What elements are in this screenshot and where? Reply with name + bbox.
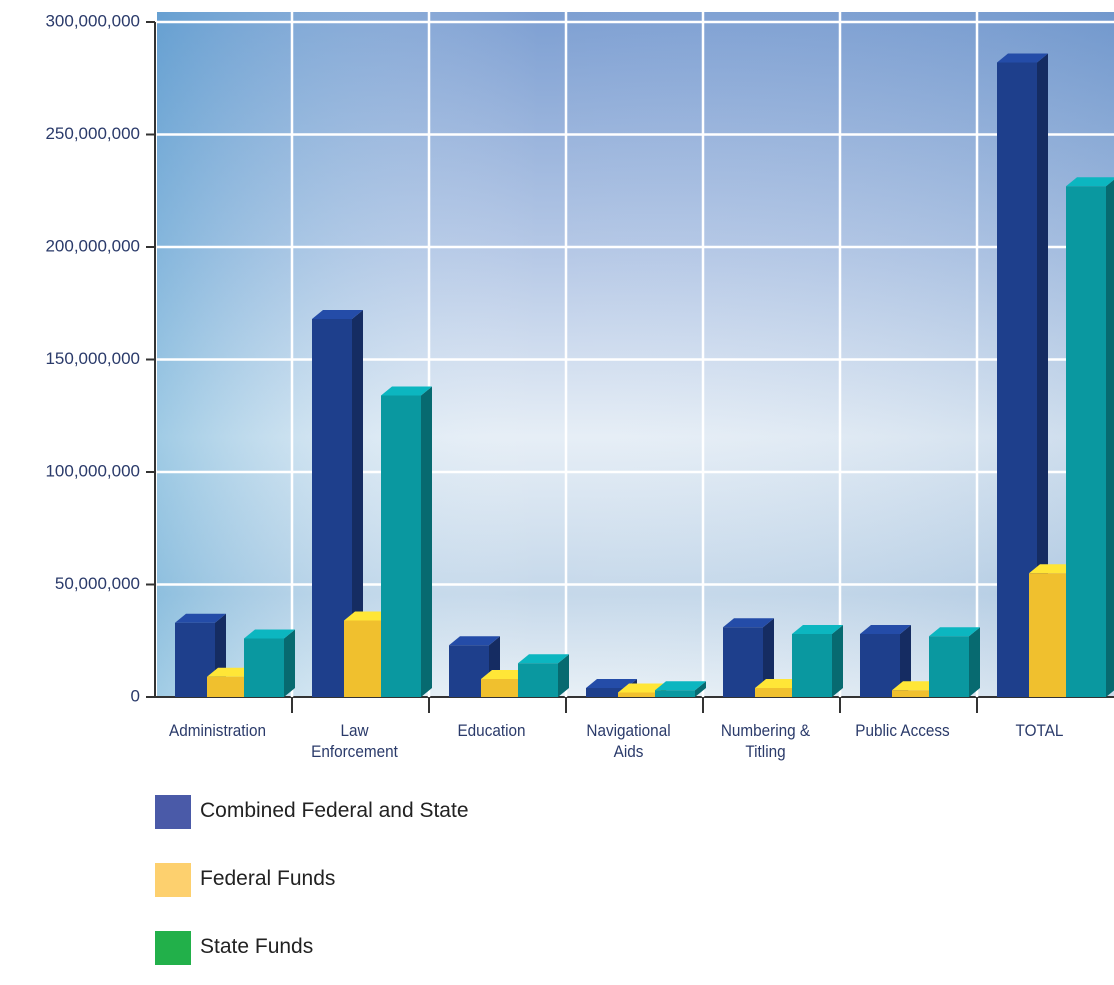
x-tick-label: Numbering & Titling	[720, 721, 811, 761]
bar-side	[900, 625, 911, 697]
bar-top	[449, 636, 500, 646]
bar-side	[695, 681, 706, 697]
bar-top	[381, 386, 432, 396]
y-tick-label: 0	[131, 686, 140, 705]
x-tick-label: Law Enforcement	[311, 721, 398, 761]
bar-top	[312, 310, 363, 319]
y-tick-label: 50,000,000	[55, 574, 140, 593]
bar	[655, 690, 695, 697]
bar	[755, 688, 795, 697]
plot-shade	[157, 12, 1114, 697]
bar-top	[929, 627, 980, 637]
bar-top	[244, 629, 295, 639]
bar-side	[969, 627, 980, 697]
legend-swatch	[155, 931, 191, 965]
bar	[344, 620, 384, 697]
bar-top	[655, 681, 706, 691]
bar-side	[284, 629, 295, 697]
bar	[860, 634, 900, 697]
bar-top	[1066, 177, 1114, 187]
legend-label: State Funds	[200, 935, 314, 958]
bar	[481, 679, 521, 697]
bar	[381, 395, 421, 697]
bar-side	[421, 386, 432, 697]
bar-side	[763, 618, 774, 697]
bar-side	[558, 654, 569, 697]
x-tick-label: TOTAL	[1015, 721, 1064, 740]
bar	[518, 663, 558, 697]
bar-side	[832, 625, 843, 697]
legend-swatch	[155, 863, 191, 897]
bar-top	[997, 53, 1048, 63]
bar	[244, 638, 284, 697]
bar	[618, 692, 658, 697]
y-tick-label: 100,000,000	[45, 461, 140, 480]
bar-top	[175, 613, 226, 623]
bar-side	[352, 310, 363, 697]
bar-top	[586, 679, 637, 688]
bar	[929, 636, 969, 697]
bar	[207, 676, 247, 697]
legend-label: Federal Funds	[200, 867, 336, 890]
bar-top	[518, 654, 569, 664]
x-tick-label: Navigational Aids	[586, 721, 671, 761]
bar-side	[1037, 53, 1048, 697]
y-tick-label: 150,000,000	[45, 349, 140, 368]
bar-top	[723, 618, 774, 628]
y-tick-label: 200,000,000	[45, 236, 140, 255]
bar-top	[860, 625, 911, 634]
legend-label: Combined Federal and State	[200, 799, 469, 822]
bar-top	[792, 625, 843, 634]
y-tick-label: 250,000,000	[45, 124, 140, 143]
bar	[792, 634, 832, 697]
legend-swatch	[155, 795, 191, 829]
y-tick-label: 300,000,000	[45, 11, 140, 30]
bar	[586, 688, 626, 697]
bar	[1066, 186, 1106, 697]
x-tick-label: Public Access	[855, 721, 950, 740]
x-tick-label: Administration	[169, 721, 266, 740]
bar	[892, 690, 932, 697]
bar-side	[1106, 179, 1114, 697]
bar	[1029, 573, 1069, 697]
bar	[723, 627, 763, 697]
x-tick-label: Education	[457, 721, 526, 740]
